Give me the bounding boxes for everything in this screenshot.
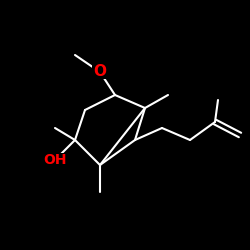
Text: O: O <box>94 64 106 80</box>
Bar <box>42 153 68 167</box>
Text: OH: OH <box>43 153 67 167</box>
Bar <box>92 65 108 79</box>
